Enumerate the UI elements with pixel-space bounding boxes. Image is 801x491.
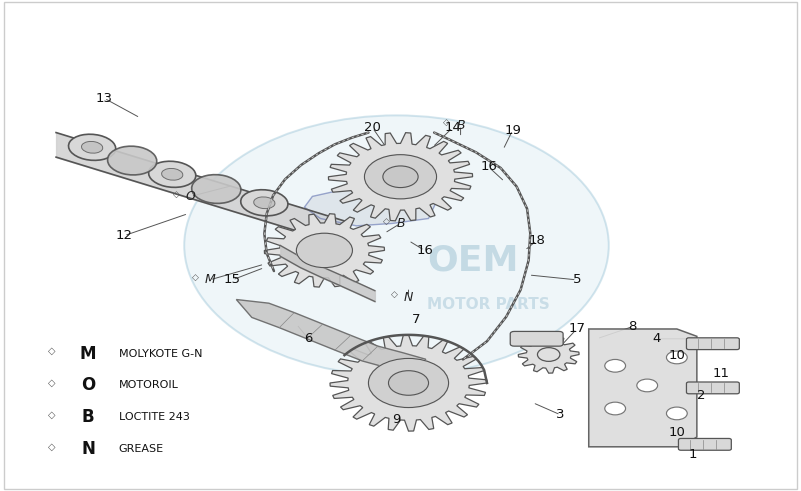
Text: B: B [396,217,405,230]
Ellipse shape [191,175,241,203]
Text: 17: 17 [568,323,586,335]
Text: 16: 16 [416,244,433,257]
Text: 2: 2 [697,389,705,402]
Text: B: B [457,119,465,132]
Text: 19: 19 [504,124,521,136]
FancyBboxPatch shape [678,438,731,450]
Text: 3: 3 [557,409,565,421]
Polygon shape [328,133,473,221]
Text: LOCTITE 243: LOCTITE 243 [119,412,189,422]
Ellipse shape [254,197,275,209]
Circle shape [383,166,418,188]
Ellipse shape [241,190,288,216]
Text: 1: 1 [689,448,697,461]
Text: ◇: ◇ [48,378,56,388]
Ellipse shape [69,134,115,161]
Ellipse shape [162,168,183,180]
Text: M: M [80,345,96,362]
Ellipse shape [107,146,157,175]
Text: MOLYKOTE G-N: MOLYKOTE G-N [119,349,202,358]
Circle shape [378,364,439,402]
Polygon shape [264,214,384,287]
Circle shape [605,359,626,372]
Circle shape [388,371,429,395]
Text: O: O [186,190,195,203]
Text: N: N [81,440,95,458]
Text: 10: 10 [668,426,686,438]
Text: N: N [404,291,413,303]
Text: M: M [204,273,215,286]
Circle shape [184,115,609,376]
Ellipse shape [149,161,195,188]
Text: 11: 11 [712,367,730,380]
Text: 16: 16 [480,161,497,173]
Text: GREASE: GREASE [119,444,163,454]
Circle shape [296,233,352,268]
Text: ◇: ◇ [443,118,449,127]
Circle shape [368,358,449,408]
Text: 15: 15 [223,273,241,286]
Text: ◇: ◇ [391,290,397,299]
Text: 7: 7 [413,313,421,326]
Text: 14: 14 [444,121,461,134]
Text: ◇: ◇ [48,442,56,452]
Circle shape [666,351,687,364]
Text: 12: 12 [115,229,133,242]
Polygon shape [330,335,487,431]
Circle shape [364,155,437,199]
Text: 20: 20 [364,121,381,134]
Text: ◇: ◇ [48,346,56,356]
Text: 5: 5 [573,273,581,286]
FancyBboxPatch shape [686,338,739,350]
Text: 10: 10 [668,350,686,362]
Text: 18: 18 [528,234,545,247]
Text: OEM: OEM [427,243,518,277]
Text: 4: 4 [653,332,661,345]
Circle shape [605,402,626,415]
Text: ◇: ◇ [192,273,199,282]
Text: 13: 13 [95,92,113,105]
Polygon shape [304,184,437,226]
Text: ◇: ◇ [383,217,389,225]
Circle shape [373,160,428,193]
Text: B: B [82,409,95,426]
Text: ◇: ◇ [173,190,179,198]
Text: ◇: ◇ [48,410,56,420]
FancyBboxPatch shape [686,382,739,394]
Text: MOTOROIL: MOTOROIL [119,381,179,390]
Text: 6: 6 [304,332,312,345]
Ellipse shape [82,141,103,153]
Text: 8: 8 [629,320,637,333]
Circle shape [537,348,560,361]
FancyBboxPatch shape [510,331,563,346]
Circle shape [637,379,658,392]
Circle shape [302,237,347,264]
Text: O: O [81,377,95,394]
Polygon shape [518,336,579,373]
Text: 9: 9 [392,413,400,426]
Polygon shape [236,300,426,375]
Circle shape [666,407,687,420]
Text: MOTOR PARTS: MOTOR PARTS [427,297,550,312]
Polygon shape [589,329,697,447]
